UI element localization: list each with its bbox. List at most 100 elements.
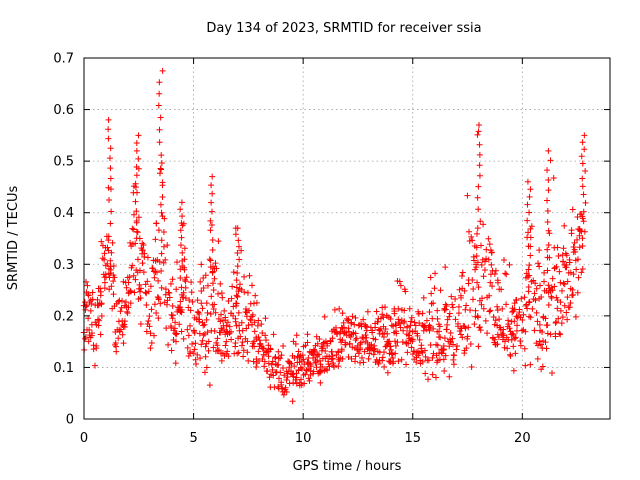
data-point	[233, 300, 240, 307]
data-point	[278, 352, 285, 359]
data-point	[478, 301, 485, 308]
data-point	[563, 252, 570, 259]
data-point	[564, 316, 571, 323]
data-point	[554, 305, 561, 312]
data-point	[481, 258, 488, 265]
data-point	[578, 153, 585, 160]
data-point	[133, 208, 140, 215]
data-point	[536, 247, 543, 254]
data-point	[446, 343, 453, 350]
data-point	[404, 349, 411, 356]
data-point	[204, 282, 211, 289]
data-point	[456, 286, 463, 293]
data-point	[130, 226, 137, 233]
data-point	[511, 335, 518, 342]
data-point	[210, 286, 217, 293]
data-point	[443, 303, 450, 310]
data-point	[581, 146, 588, 153]
data-point	[579, 242, 586, 249]
data-point	[102, 271, 109, 278]
data-point	[496, 316, 503, 323]
data-point	[331, 306, 338, 313]
data-point	[134, 189, 141, 196]
data-point	[389, 360, 396, 367]
data-point	[451, 352, 458, 359]
data-point	[545, 241, 552, 248]
data-point	[147, 345, 154, 352]
data-point	[416, 336, 423, 343]
data-point	[253, 299, 260, 306]
data-point	[534, 342, 541, 349]
data-point	[436, 323, 443, 330]
data-point	[286, 364, 293, 371]
data-point	[215, 315, 222, 322]
data-point	[206, 256, 213, 263]
data-point	[225, 353, 232, 360]
data-point	[126, 274, 133, 281]
y-tick-label: 0.3	[53, 258, 74, 273]
data-point	[387, 315, 394, 322]
data-point	[360, 335, 367, 342]
data-point	[472, 266, 479, 273]
data-point	[434, 342, 441, 349]
data-point	[133, 147, 140, 154]
data-point	[501, 344, 508, 351]
data-point	[427, 274, 434, 281]
x-tick-label: 0	[80, 431, 88, 446]
data-point	[88, 300, 95, 307]
data-point	[158, 284, 165, 291]
data-point	[399, 338, 406, 345]
data-point	[476, 162, 483, 169]
data-point	[494, 341, 501, 348]
data-point	[529, 305, 536, 312]
data-point	[373, 308, 380, 315]
data-point	[575, 274, 582, 281]
data-point	[172, 319, 179, 326]
data-point	[475, 183, 482, 190]
data-point	[176, 321, 183, 328]
data-point	[431, 285, 438, 292]
data-point	[199, 305, 206, 312]
data-point	[166, 294, 173, 301]
data-point	[340, 319, 347, 326]
data-point	[343, 329, 350, 336]
data-point	[387, 346, 394, 353]
data-point	[498, 286, 505, 293]
data-point	[270, 372, 277, 379]
data-point	[489, 283, 496, 290]
data-point	[553, 263, 560, 270]
data-point	[364, 308, 371, 315]
data-point	[360, 316, 367, 323]
data-point	[107, 257, 114, 264]
data-point	[156, 258, 163, 265]
data-point	[339, 310, 346, 317]
data-point	[485, 235, 492, 242]
data-point	[464, 192, 471, 199]
data-point	[249, 311, 256, 318]
data-point	[196, 318, 203, 325]
data-point	[454, 343, 461, 350]
data-point	[491, 336, 498, 343]
data-point	[442, 306, 449, 313]
data-point	[450, 356, 457, 363]
data-point	[208, 293, 215, 300]
data-point	[263, 337, 270, 344]
data-point	[146, 313, 153, 320]
data-point	[127, 239, 134, 246]
data-point	[568, 230, 575, 237]
data-point	[205, 338, 212, 345]
data-point	[389, 355, 396, 362]
data-point	[561, 281, 568, 288]
data-point	[557, 279, 564, 286]
data-point	[560, 280, 567, 287]
data-point	[92, 362, 99, 369]
data-point	[416, 320, 423, 327]
data-point	[117, 308, 124, 315]
data-point	[168, 324, 175, 331]
data-point	[545, 227, 552, 234]
data-point	[532, 280, 539, 287]
data-point	[300, 356, 307, 363]
data-point	[164, 242, 171, 249]
data-point	[217, 311, 224, 318]
data-point	[322, 347, 329, 354]
